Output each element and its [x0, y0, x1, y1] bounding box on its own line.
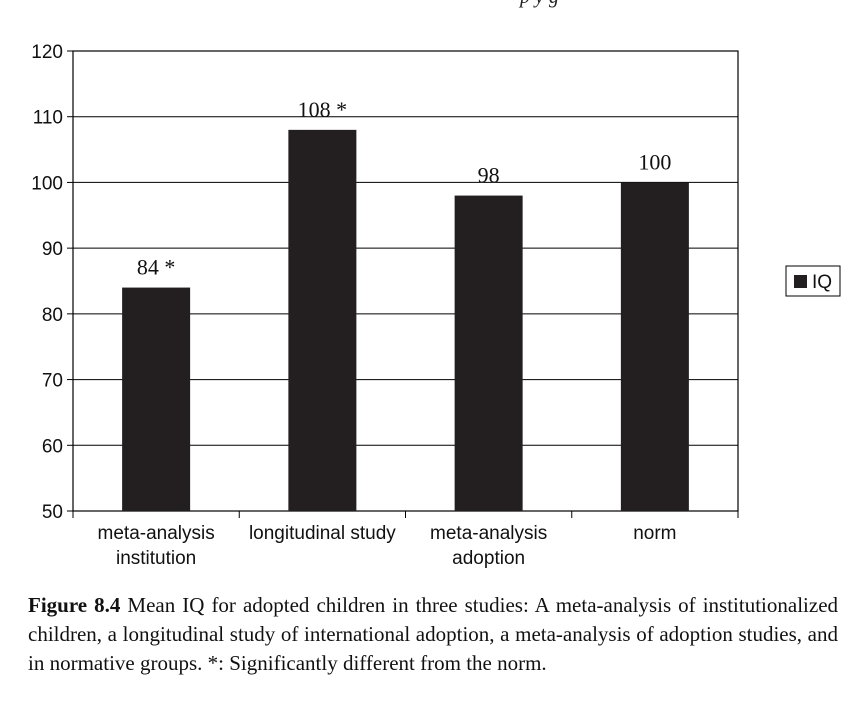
bars	[122, 129, 689, 512]
x-category-label: adoption	[452, 548, 525, 569]
x-category-label: longitudinal study	[249, 523, 396, 544]
bar-chart: 50 60 70 80 90 100 110 120 84 * 108 * 98 100 meta-…	[31, 42, 841, 569]
figure-caption: Figure 8.4 Mean IQ for adopted children …	[28, 591, 838, 678]
legend: IQ	[785, 265, 841, 297]
x-category-label: institution	[116, 548, 196, 569]
y-tick-label: 70	[42, 371, 63, 392]
page-header-fragment: p y g	[520, 0, 559, 9]
x-category-label: norm	[633, 523, 676, 544]
y-tick-label: 90	[42, 239, 63, 260]
figure-label: Figure 8.4	[28, 593, 121, 617]
x-axis-categories: meta-analysis institution longitudinal stu…	[72, 511, 739, 569]
legend-swatch	[794, 275, 807, 288]
data-label: 108 *	[298, 97, 348, 122]
data-label: 100	[638, 149, 671, 174]
x-category-label: meta-analysis	[98, 523, 215, 544]
bar	[288, 129, 357, 511]
y-tick-label: 100	[31, 173, 63, 194]
x-category-label: meta-analysis	[430, 523, 547, 544]
data-label: 98	[478, 163, 500, 188]
legend-label: IQ	[812, 272, 832, 293]
y-tick-label: 120	[31, 42, 63, 63]
bar	[122, 287, 191, 511]
y-tick-label: 110	[33, 108, 63, 129]
y-tick-label: 50	[42, 502, 63, 523]
data-label: 84 *	[137, 255, 176, 280]
y-tick-label: 60	[42, 436, 63, 457]
y-tick-label: 80	[42, 305, 63, 326]
caption-text: Mean IQ for adopted children in three st…	[28, 593, 839, 675]
data-labels: 84 * 108 * 98 100	[137, 97, 672, 280]
y-axis-ticks: 50 60 70 80 90 100 110 120	[31, 42, 73, 523]
bar	[620, 182, 689, 511]
bar	[454, 195, 523, 512]
